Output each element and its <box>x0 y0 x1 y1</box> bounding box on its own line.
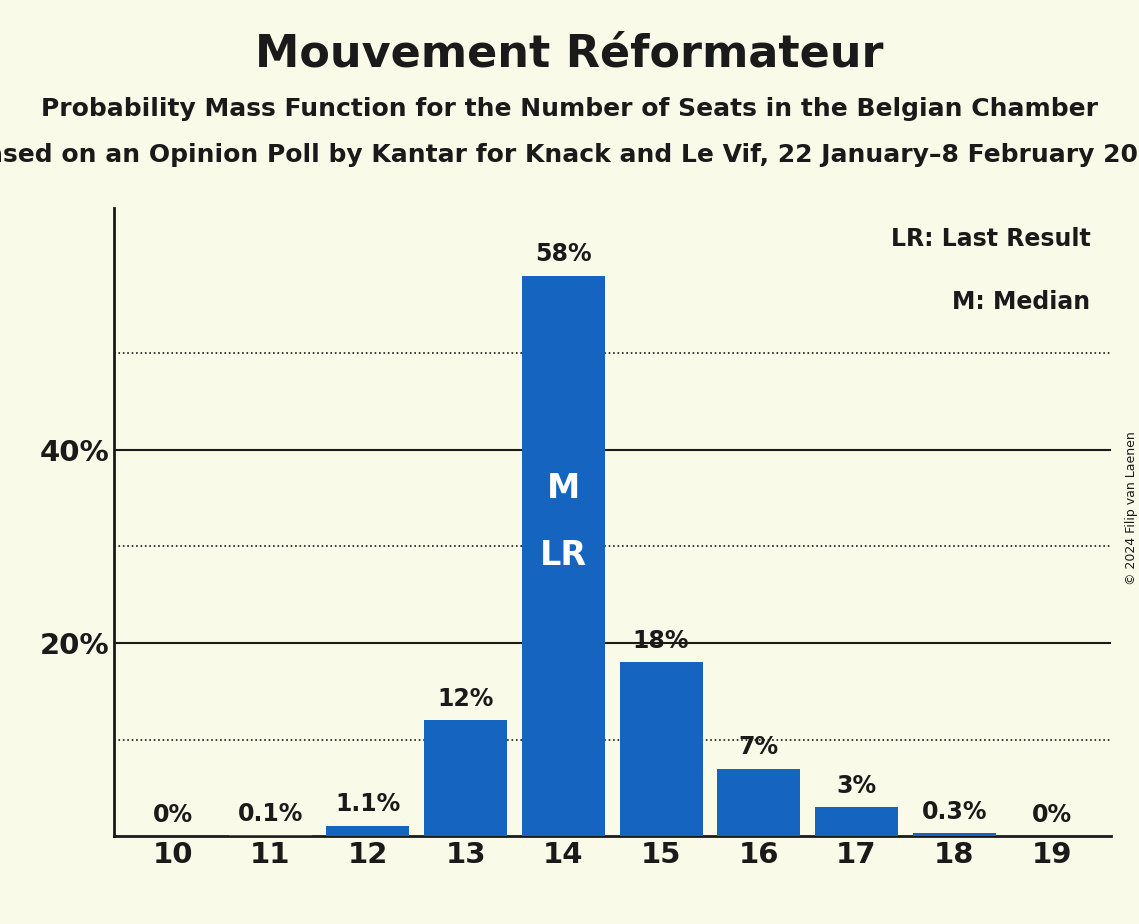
Bar <box>327 825 409 836</box>
Bar <box>816 808 898 836</box>
Text: 1.1%: 1.1% <box>335 792 401 816</box>
Bar <box>522 275 605 836</box>
Text: © 2024 Filip van Laenen: © 2024 Filip van Laenen <box>1124 432 1138 585</box>
Text: M: Median: M: Median <box>952 289 1091 313</box>
Text: 3%: 3% <box>836 773 877 797</box>
Bar <box>620 663 703 836</box>
Text: 58%: 58% <box>535 242 591 266</box>
Text: Probability Mass Function for the Number of Seats in the Belgian Chamber: Probability Mass Function for the Number… <box>41 97 1098 121</box>
Text: 0.3%: 0.3% <box>921 799 986 823</box>
Text: LR: LR <box>540 540 587 572</box>
Text: Mouvement Réformateur: Mouvement Réformateur <box>255 32 884 76</box>
Text: 0%: 0% <box>1032 803 1072 827</box>
Text: M: M <box>547 472 580 505</box>
Text: LR: Last Result: LR: Last Result <box>891 226 1091 250</box>
Bar <box>912 833 995 836</box>
Text: 18%: 18% <box>633 628 689 652</box>
Text: 12%: 12% <box>437 687 494 711</box>
Bar <box>718 769 801 836</box>
Bar <box>424 720 507 836</box>
Text: Based on an Opinion Poll by Kantar for Knack and Le Vif, 22 January–8 February 2: Based on an Opinion Poll by Kantar for K… <box>0 143 1139 167</box>
Text: 0%: 0% <box>153 803 192 827</box>
Text: 7%: 7% <box>739 735 779 759</box>
Text: 0.1%: 0.1% <box>238 802 303 825</box>
Bar <box>229 835 312 836</box>
